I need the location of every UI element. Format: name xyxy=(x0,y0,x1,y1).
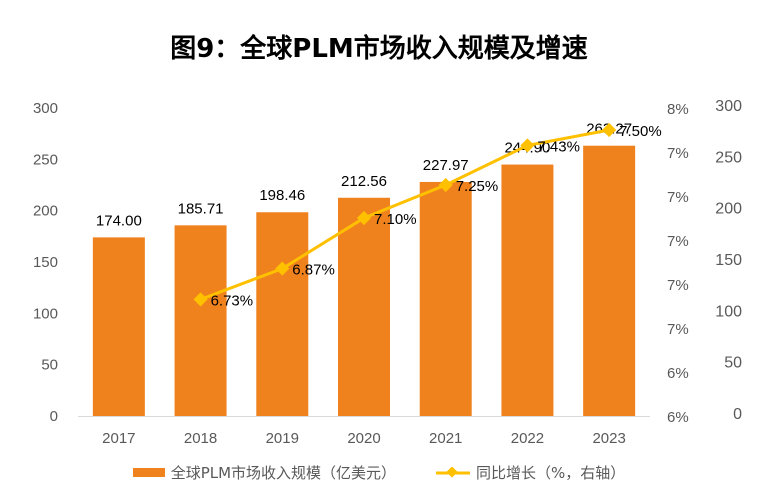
bar xyxy=(501,164,554,416)
bar xyxy=(256,212,309,416)
bar xyxy=(583,145,636,416)
right-pct-axis-tick: 6% xyxy=(667,409,689,426)
bar xyxy=(92,237,145,416)
left-axis-tick: 150 xyxy=(33,254,58,271)
legend-label-bar: 全球PLM市场收入规模（亿美元） xyxy=(170,464,397,482)
x-axis-tick: 2020 xyxy=(347,430,380,447)
legend: 全球PLM市场收入规模（亿美元） 同比增长（%，右轴） xyxy=(0,462,758,483)
bar xyxy=(174,225,227,416)
right-num-axis-tick: 0 xyxy=(733,406,742,423)
left-axis-tick: 250 xyxy=(33,151,58,168)
growth-point xyxy=(438,177,453,193)
left-axis-tick: 200 xyxy=(33,203,58,220)
growth-point xyxy=(356,210,372,226)
growth-line xyxy=(200,128,610,301)
bar xyxy=(419,181,472,416)
left-axis-tick: 0 xyxy=(50,408,58,425)
chart-title: 图9：全球PLM市场收入规模及增速 xyxy=(170,34,588,64)
left-axis-tick: 50 xyxy=(41,357,58,374)
right-pct-axis-tick: 7% xyxy=(667,145,689,162)
bar-data-label: 185.71 xyxy=(178,200,224,217)
left-axis-tick: 300 xyxy=(33,100,58,117)
bar xyxy=(338,197,390,416)
x-axis-tick: 2019 xyxy=(266,430,299,447)
line-data-label: 7.50% xyxy=(619,123,662,140)
line-data-label: 7.43% xyxy=(537,138,580,155)
legend-swatch-bar xyxy=(132,468,165,477)
growth-point xyxy=(602,122,617,138)
right-pct-axis-tick: 7% xyxy=(667,321,689,338)
right-pct-axis-tick: 8% xyxy=(667,101,689,118)
bar-data-label: 227.97 xyxy=(423,157,469,174)
legend-label-line: 同比增长（%，右轴） xyxy=(476,464,626,482)
left-axis-tick: 100 xyxy=(33,305,58,322)
legend-item-line: 同比增长（%，右轴） xyxy=(436,462,625,483)
right-pct-axis-tick: 7% xyxy=(667,233,689,250)
right-pct-axis-tick: 7% xyxy=(667,189,689,206)
x-axis-tick: 2018 xyxy=(184,430,217,447)
line-data-label: 7.25% xyxy=(456,178,499,195)
bar-data-label: 174.00 xyxy=(96,212,142,229)
x-axis-tick: 2021 xyxy=(429,430,462,447)
line-data-label: 6.73% xyxy=(211,292,254,309)
legend-swatch-line xyxy=(436,466,471,478)
bar-data-label: 198.46 xyxy=(259,187,305,204)
x-axis-tick: 2023 xyxy=(592,430,625,447)
right-num-axis-tick: 200 xyxy=(715,201,742,218)
growth-point xyxy=(520,138,535,153)
line-data-label: 7.10% xyxy=(374,211,417,228)
growth-point xyxy=(193,292,208,307)
x-axis-tick: 2022 xyxy=(511,430,544,447)
right-pct-axis-tick: 7% xyxy=(667,277,689,294)
right-pct-axis-tick: 6% xyxy=(667,365,689,382)
right-num-axis-tick: 50 xyxy=(724,355,742,372)
bar-data-label: 212.56 xyxy=(341,173,387,190)
x-axis-tick: 2017 xyxy=(102,430,135,447)
right-num-axis-tick: 250 xyxy=(715,149,742,166)
right-num-axis-tick: 100 xyxy=(715,303,742,320)
right-num-axis-tick: 300 xyxy=(715,98,742,115)
line-data-label: 6.87% xyxy=(292,262,335,279)
legend-item-bar: 全球PLM市场收入规模（亿美元） xyxy=(132,462,397,483)
growth-point xyxy=(275,261,290,276)
right-num-axis-tick: 150 xyxy=(715,252,742,269)
